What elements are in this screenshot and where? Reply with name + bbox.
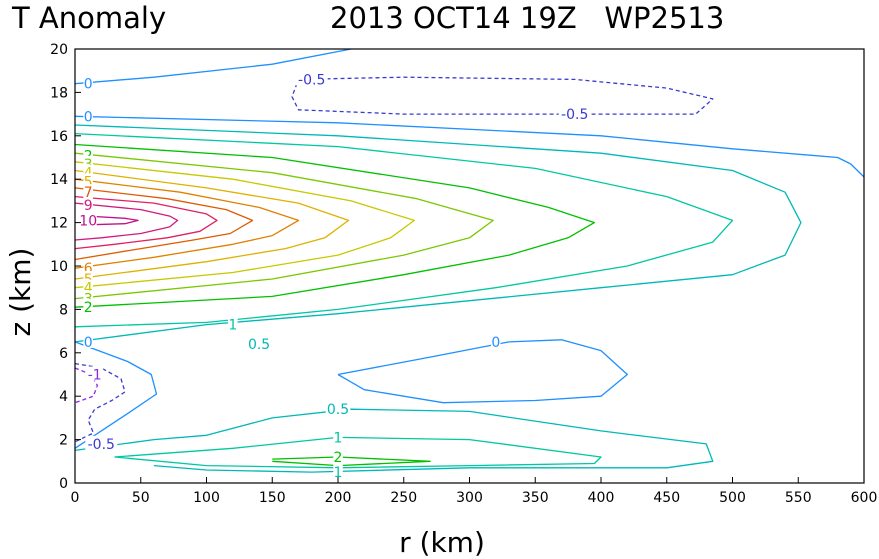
x-tick-label-9: 450 (653, 490, 680, 506)
x-tick-label-6: 300 (456, 490, 483, 506)
y-axis-label: z (km) (4, 248, 37, 337)
x-tick-label-3: 150 (259, 490, 286, 506)
contour-label-bg-3 (83, 108, 93, 123)
contour-label-11: 6 (84, 261, 93, 277)
x-tick-label-7: 350 (522, 490, 549, 506)
x-tick-label-8: 400 (588, 490, 615, 506)
x-tick-label-0: 0 (71, 490, 80, 506)
contour-label-bg-22 (333, 429, 343, 444)
contour-label-bg-14 (83, 290, 93, 305)
y-tick-label-6: 12 (50, 216, 68, 232)
contour-label-bg-12 (83, 271, 93, 285)
contour-label-bg-11 (83, 260, 93, 275)
contour-label-15: 2 (84, 300, 93, 316)
contour-label-8: 7 (84, 185, 93, 201)
y-tick-label-9: 18 (50, 85, 68, 101)
contour-label-13: 4 (84, 281, 93, 297)
contour-label-bg-4 (83, 147, 93, 162)
contour-line-2 (74, 115, 865, 178)
contour-line-20 (272, 456, 431, 467)
contour-label-2: -0.5 (561, 107, 588, 123)
contour-label-25: 1 (334, 465, 343, 481)
contour-label-24: -0.5 (88, 437, 115, 453)
contour-label-bg-0 (83, 75, 93, 90)
contour-label-bg-20 (86, 366, 104, 381)
contour-line-14 (74, 341, 158, 449)
y-tick-label-7: 14 (50, 172, 68, 188)
chart-title-right: 2013 OCT14 19Z WP2513 (330, 1, 724, 35)
contour-line-4 (74, 132, 734, 328)
contour-lines (74, 48, 865, 473)
contour-label-bg-5 (83, 156, 93, 170)
contour-label-16: 1 (228, 318, 237, 334)
x-axis-label: r (km) (399, 526, 485, 559)
contour-label-18: 0 (84, 335, 93, 351)
contour-label-bg-17 (246, 336, 272, 351)
x-tick-label-5: 250 (390, 490, 417, 506)
y-tick-label-10: 20 (50, 42, 68, 58)
x-tick-label-4: 200 (325, 490, 352, 506)
contour-line-6 (74, 152, 494, 300)
contour-label-bg-25 (333, 464, 343, 479)
y-tick-label-4: 8 (59, 302, 68, 318)
y-tick-label-8: 16 (50, 129, 68, 145)
contour-label-bg-9 (83, 197, 93, 212)
contour-label-bg-13 (83, 279, 93, 294)
x-tick-label-12: 600 (851, 490, 878, 506)
contour-label-17: 0.5 (248, 337, 270, 353)
contour-line-11 (74, 195, 218, 250)
contour-label-bg-1 (295, 71, 328, 86)
x-tick-label-10: 500 (719, 490, 746, 506)
chart-title-left: T Anomaly (11, 1, 166, 35)
contour-label-7: 5 (84, 174, 93, 190)
contour-label-19: 0 (491, 335, 500, 351)
contour-line-15 (74, 362, 126, 443)
contour-label-bg-16 (228, 316, 238, 331)
contour-line-1 (291, 76, 714, 115)
contour-label-bg-15 (83, 299, 93, 314)
contour-label-3: 0 (84, 109, 93, 125)
contour-label-bg-6 (83, 164, 93, 179)
contour-label-10: 10 (79, 213, 97, 229)
contour-label-0: 0 (84, 77, 93, 93)
x-tick-label-2: 100 (193, 490, 220, 506)
contour-line-9 (74, 178, 300, 269)
contour-line-3 (74, 124, 802, 343)
contour-label-bg-2 (558, 106, 591, 121)
contour-label-20: -1 (88, 368, 102, 384)
contour-label-1: -0.5 (298, 72, 325, 88)
y-tick-label-3: 6 (59, 346, 68, 362)
y-tick-label-1: 2 (59, 433, 68, 449)
contour-label-23: 2 (334, 450, 343, 466)
contour-label-bg-18 (83, 333, 93, 348)
contour-label-bg-7 (83, 173, 93, 188)
contour-label-21: 0.5 (327, 402, 349, 418)
contour-line-17 (337, 339, 628, 404)
contour-label-bg-8 (83, 184, 93, 199)
contour-label-22: 1 (334, 430, 343, 446)
x-axis-ticks: 0 50 100 150 200 250 300 350 400 450 500 550 600 (71, 477, 878, 506)
y-tick-label-5: 10 (50, 259, 68, 275)
contour-line-8 (74, 169, 350, 280)
x-tick-label-1: 50 (132, 490, 150, 506)
y-tick-label-2: 4 (59, 389, 68, 405)
contour-line-7 (74, 161, 415, 289)
y-tick-label-0: 0 (59, 476, 68, 492)
contour-label-bg-21 (325, 401, 351, 416)
contour-label-bg-23 (333, 449, 343, 463)
contour-label-bg-19 (491, 333, 501, 348)
contour-line-19 (114, 436, 602, 469)
contour-labels: 0-0.5-0.50234579106543210.500-10.512-0.5… (79, 71, 591, 481)
y-axis-ticks: 0 2 4 6 8 10 12 14 16 18 20 (50, 42, 81, 492)
x-tick-label-11: 550 (785, 490, 812, 506)
contour-line-10 (74, 187, 254, 261)
contour-line-16 (74, 367, 99, 404)
contour-label-9: 9 (84, 198, 93, 214)
contour-label-bg-24 (85, 435, 118, 450)
contour-label-bg-10 (79, 212, 97, 227)
contour-line-0 (74, 48, 352, 85)
contour-line-5 (74, 143, 596, 308)
contour-line-12 (74, 202, 179, 241)
